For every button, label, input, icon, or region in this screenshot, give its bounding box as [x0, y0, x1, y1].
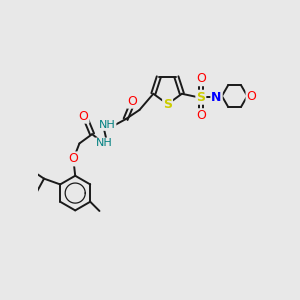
Text: O: O: [247, 90, 256, 103]
Text: O: O: [196, 109, 206, 122]
Text: O: O: [128, 95, 137, 108]
Text: O: O: [196, 72, 206, 85]
Text: O: O: [69, 152, 79, 165]
Text: S: S: [163, 98, 172, 111]
Text: O: O: [79, 110, 88, 123]
Text: NH: NH: [99, 120, 116, 130]
Text: N: N: [212, 91, 222, 104]
Text: NH: NH: [96, 138, 112, 148]
Text: S: S: [196, 91, 205, 104]
